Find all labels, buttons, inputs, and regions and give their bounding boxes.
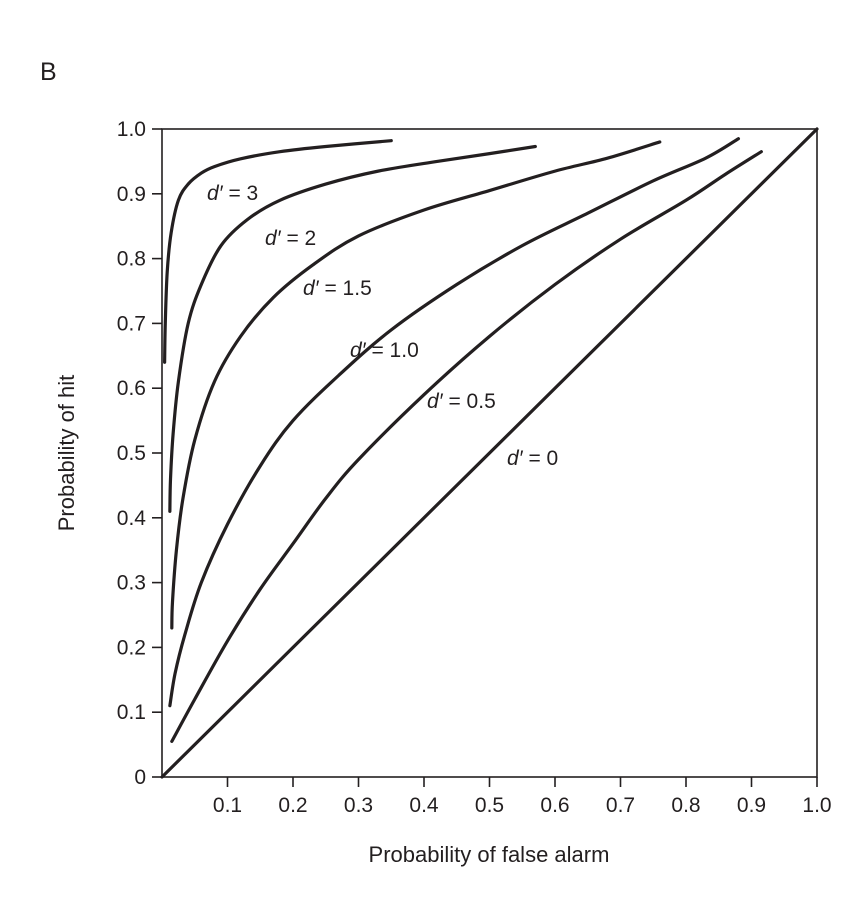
curve-label-symbol: d′ bbox=[303, 277, 320, 300]
curve-label-d-1-5: d′ = 1.5 bbox=[303, 277, 372, 300]
x-tick-label: 0.9 bbox=[737, 794, 766, 817]
curve-label-d-1: d′ = 1.0 bbox=[350, 339, 419, 362]
roc-curve-labels: d′ = 3d′ = 2d′ = 1.5d′ = 1.0d′ = 0.5d′ =… bbox=[207, 182, 558, 470]
roc-curve-d-0 bbox=[160, 127, 819, 779]
curve-label-symbol: d′ bbox=[507, 447, 524, 470]
curve-label-d-3: d′ = 3 bbox=[207, 182, 258, 205]
curve-label-value: = 0.5 bbox=[443, 390, 496, 413]
roc-curve-d-1 bbox=[168, 137, 740, 708]
curve-label-value: = 2 bbox=[281, 227, 317, 250]
x-tick-label: 0.6 bbox=[540, 794, 569, 817]
y-tick-label: 0.2 bbox=[117, 636, 146, 659]
panel-label: B bbox=[40, 58, 57, 86]
x-axis-title: Probability of false alarm bbox=[369, 842, 610, 867]
y-tick-label: 0.8 bbox=[117, 248, 146, 271]
curve-label-d-2: d′ = 2 bbox=[265, 227, 316, 250]
roc-curves bbox=[160, 127, 819, 779]
x-tick-label: 0.3 bbox=[344, 794, 373, 817]
x-tick-label: 0.4 bbox=[409, 794, 439, 817]
roc-curve-d-3 bbox=[163, 139, 393, 364]
y-tick-label: 0.9 bbox=[117, 183, 146, 206]
y-axis-title: Probability of hit bbox=[54, 375, 79, 532]
y-tick-label: 0.5 bbox=[117, 442, 146, 465]
x-axis-tick-labels: 0.1 0.2 0.3 0.4 0.5 0.6 0.7 0.8 0.9 1.0 bbox=[213, 794, 832, 817]
roc-curve-d-2 bbox=[168, 144, 537, 513]
curve-label-value: = 1.0 bbox=[366, 339, 419, 362]
y-tick-label: 0.6 bbox=[117, 377, 146, 400]
x-tick-label: 0.1 bbox=[213, 794, 242, 817]
roc-curve-d-0-5 bbox=[170, 150, 763, 743]
roc-curve-d-1-5 bbox=[170, 140, 662, 630]
curve-label-d-0-5: d′ = 0.5 bbox=[427, 390, 496, 413]
curve-label-symbol: d′ bbox=[265, 227, 282, 250]
x-tick-label: 0.8 bbox=[671, 794, 700, 817]
curve-label-value: = 1.5 bbox=[319, 277, 372, 300]
y-tick-label: 1.0 bbox=[117, 118, 146, 141]
curve-label-symbol: d′ bbox=[427, 390, 444, 413]
curve-label-value: = 0 bbox=[523, 447, 559, 470]
x-axis-ticks bbox=[226, 777, 818, 787]
y-axis-tick-labels: 0 0.1 0.2 0.3 0.4 0.5 0.6 0.7 0.8 0.9 1.0 bbox=[117, 118, 147, 789]
y-tick-label: 0.4 bbox=[117, 507, 147, 530]
x-tick-label: 1.0 bbox=[802, 794, 831, 817]
curve-label-value: = 3 bbox=[223, 182, 259, 205]
x-tick-label: 0.7 bbox=[606, 794, 635, 817]
curve-label-symbol: d′ bbox=[207, 182, 224, 205]
y-tick-label: 0.3 bbox=[117, 572, 146, 595]
y-tick-label: 0 bbox=[134, 766, 146, 789]
x-tick-label: 0.5 bbox=[475, 794, 504, 817]
curve-label-symbol: d′ bbox=[350, 339, 367, 362]
y-tick-label: 0.7 bbox=[117, 312, 146, 335]
y-axis-ticks bbox=[152, 128, 162, 778]
curve-label-d-0: d′ = 0 bbox=[507, 447, 558, 470]
y-tick-label: 0.1 bbox=[117, 701, 146, 724]
x-tick-label: 0.2 bbox=[278, 794, 307, 817]
